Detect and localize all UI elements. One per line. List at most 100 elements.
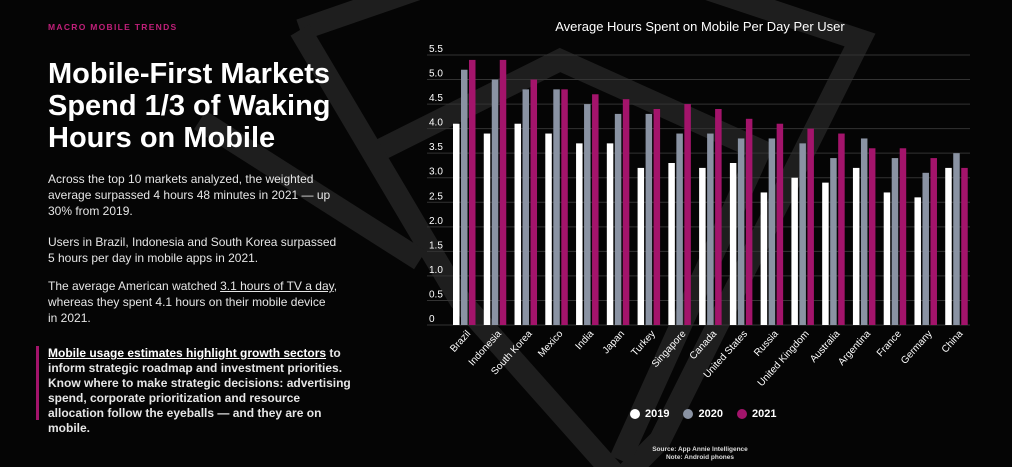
source-note: Source: App Annie Intelligence Note: And… bbox=[600, 446, 800, 462]
legend-label-2019: 2019 bbox=[645, 408, 670, 420]
bar-2019 bbox=[852, 167, 860, 325]
x-tick-label: Turkey bbox=[629, 329, 657, 359]
y-tick-label: 0 bbox=[429, 314, 435, 325]
callout-body: to inform strategic roadmap and investme… bbox=[48, 346, 351, 435]
paragraph-weighted-average: Across the top 10 markets analyzed, the … bbox=[48, 172, 331, 218]
bar-2021 bbox=[622, 99, 630, 325]
x-tick-label: China bbox=[940, 328, 966, 355]
legend-label-2020: 2020 bbox=[698, 408, 723, 420]
bar-2020 bbox=[891, 158, 899, 325]
x-tick-label: Mexico bbox=[536, 328, 566, 359]
legend-item-2021: 2021 bbox=[736, 408, 777, 420]
legend-dot-2021 bbox=[736, 409, 747, 419]
bar-2019 bbox=[760, 192, 768, 325]
bar-2019 bbox=[945, 167, 952, 325]
bar-2021 bbox=[592, 94, 599, 325]
callout-box: Mobile usage estimates highlight growth … bbox=[36, 346, 358, 435]
bar-2021 bbox=[807, 128, 814, 325]
paragraph-top-markets: Users in Brazil, Indonesia and South Kor… bbox=[48, 235, 337, 265]
y-tick-label: 5.0 bbox=[429, 69, 443, 80]
y-tick-label: 4.0 bbox=[429, 118, 443, 129]
y-tick-label: 5.5 bbox=[429, 44, 443, 55]
bar-2021 bbox=[868, 148, 876, 325]
legend-dot-2020 bbox=[683, 409, 694, 419]
bar-2019 bbox=[576, 143, 583, 325]
bar-2020 bbox=[461, 69, 468, 326]
y-tick-label: 1.5 bbox=[429, 240, 443, 251]
y-tick-label: 1.0 bbox=[429, 265, 443, 276]
bar-2019 bbox=[791, 177, 798, 325]
legend-item-2019: 2019 bbox=[630, 408, 669, 420]
bar-2021 bbox=[899, 148, 907, 325]
x-tick-label: Japan bbox=[601, 329, 627, 357]
bar-2021 bbox=[684, 104, 691, 325]
tv-comparison-pre: The average American watched bbox=[48, 279, 221, 293]
bar-2019 bbox=[822, 182, 829, 325]
bar-2020 bbox=[953, 153, 960, 325]
bar-2020 bbox=[799, 143, 806, 325]
bar-2021 bbox=[499, 59, 507, 326]
bar-2019 bbox=[453, 123, 460, 326]
bar-2021 bbox=[776, 123, 784, 326]
y-tick-label: 0.5 bbox=[429, 289, 443, 300]
bar-2019 bbox=[637, 167, 645, 325]
bar-2020 bbox=[584, 104, 591, 325]
y-tick-label: 4.5 bbox=[429, 93, 443, 104]
page-headline: Mobile-First Markets Spend 1/3 of Waking… bbox=[48, 58, 331, 154]
bar-2020 bbox=[830, 158, 837, 325]
chart-legend: 2019 2020 2021 bbox=[630, 408, 776, 420]
legend-label-2021: 2021 bbox=[751, 408, 777, 420]
bar-2019 bbox=[514, 123, 522, 326]
bar-2019 bbox=[699, 167, 706, 325]
bar-2019 bbox=[883, 192, 891, 325]
note-line: Note: Android phones bbox=[665, 454, 734, 461]
x-tick-label: Canada bbox=[688, 328, 720, 362]
bar-2021 bbox=[745, 118, 753, 326]
bar-2020 bbox=[676, 133, 683, 325]
y-tick-label: 2.5 bbox=[429, 191, 443, 202]
bar-2019 bbox=[914, 197, 921, 325]
bar-2021 bbox=[838, 133, 845, 325]
x-tick-label: Argentina bbox=[836, 328, 873, 367]
x-tick-label: Brazil bbox=[448, 329, 473, 355]
bar-2019 bbox=[606, 143, 614, 325]
bar-2019 bbox=[483, 133, 491, 325]
bar-2020 bbox=[491, 79, 499, 325]
bar-2021 bbox=[561, 89, 568, 325]
bar-2020 bbox=[614, 113, 622, 325]
bar-2020 bbox=[737, 138, 745, 325]
section-eyebrow: MACRO MOBILE TRENDS bbox=[48, 22, 178, 32]
bar-2020 bbox=[860, 138, 868, 325]
x-tick-label: India bbox=[574, 328, 597, 352]
bar-2021 bbox=[530, 79, 538, 325]
bar-2020 bbox=[707, 133, 714, 325]
bar-2020 bbox=[768, 138, 776, 325]
bar-2019 bbox=[545, 133, 552, 325]
legend-dot-2019 bbox=[630, 409, 640, 419]
callout-link[interactable]: Mobile usage estimates highlight growth … bbox=[48, 346, 327, 360]
bar-2020 bbox=[922, 172, 929, 325]
x-tick-label: Germany bbox=[899, 329, 935, 367]
x-tick-label: Russia bbox=[752, 328, 781, 358]
bar-2019 bbox=[729, 163, 737, 325]
x-tick-label: France bbox=[875, 328, 904, 359]
bar-2021 bbox=[930, 158, 937, 325]
bar-2020 bbox=[553, 89, 560, 325]
bar-2020 bbox=[645, 113, 653, 325]
bar-2020 bbox=[522, 89, 530, 325]
y-tick-label: 3.0 bbox=[429, 167, 443, 178]
paragraph-tv-comparison: The average American watched 3.1 hours o… bbox=[48, 278, 338, 326]
bar-2021 bbox=[961, 167, 968, 325]
bar-2021 bbox=[715, 109, 722, 325]
y-tick-label: 2.0 bbox=[429, 216, 443, 227]
bar-2021 bbox=[469, 59, 476, 326]
tv-hours-link[interactable]: 3.1 hours of TV a day bbox=[220, 279, 334, 293]
y-tick-label: 3.5 bbox=[429, 142, 443, 153]
chart-title: Average Hours Spent on Mobile Per Day Pe… bbox=[555, 19, 845, 34]
bar-2021 bbox=[653, 109, 661, 325]
tv-comparison-post: , whereas they spent 4.1 hours on their … bbox=[48, 279, 338, 325]
source-line: Source: App Annie Intelligence bbox=[652, 446, 748, 453]
bar-2019 bbox=[668, 163, 675, 325]
legend-item-2020: 2020 bbox=[683, 408, 723, 420]
